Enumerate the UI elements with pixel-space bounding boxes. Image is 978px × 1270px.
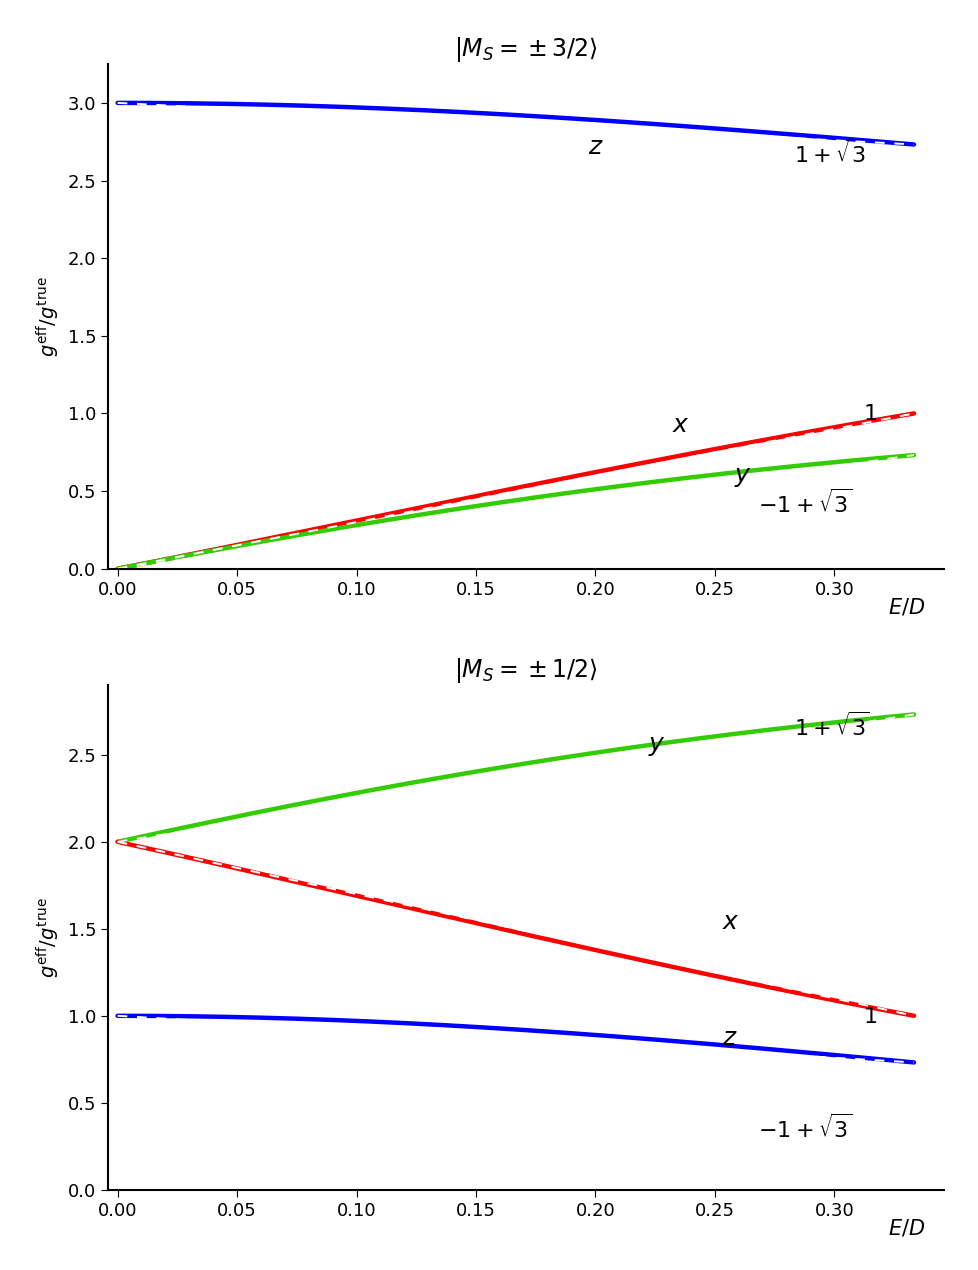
Text: $x$: $x$ (722, 909, 739, 933)
Text: $y$: $y$ (734, 465, 751, 489)
Text: $1$: $1$ (863, 404, 876, 424)
Text: $-1 + \sqrt{3}$: $-1 + \sqrt{3}$ (757, 1114, 852, 1142)
Y-axis label: $g^\mathrm{eff}/g^\mathrm{true}$: $g^\mathrm{eff}/g^\mathrm{true}$ (34, 276, 62, 357)
Text: $z$: $z$ (722, 1026, 737, 1050)
X-axis label: $E/D$: $E/D$ (887, 597, 924, 617)
Text: $-1 + \sqrt{3}$: $-1 + \sqrt{3}$ (757, 489, 852, 517)
Title: $|M_S = \pm1/2\rangle$: $|M_S = \pm1/2\rangle$ (454, 655, 598, 685)
Text: $y$: $y$ (647, 734, 665, 758)
Text: $1$: $1$ (863, 1007, 876, 1026)
Text: $1 + \sqrt{3}$: $1 + \sqrt{3}$ (793, 711, 868, 739)
Title: $|M_S = \pm3/2\rangle$: $|M_S = \pm3/2\rangle$ (454, 34, 598, 64)
Text: $x$: $x$ (671, 413, 689, 437)
Y-axis label: $g^\mathrm{eff}/g^\mathrm{true}$: $g^\mathrm{eff}/g^\mathrm{true}$ (34, 897, 62, 978)
Text: $z$: $z$ (588, 135, 603, 159)
X-axis label: $E/D$: $E/D$ (887, 1218, 924, 1238)
Text: $1 + \sqrt{3}$: $1 + \sqrt{3}$ (793, 138, 868, 168)
